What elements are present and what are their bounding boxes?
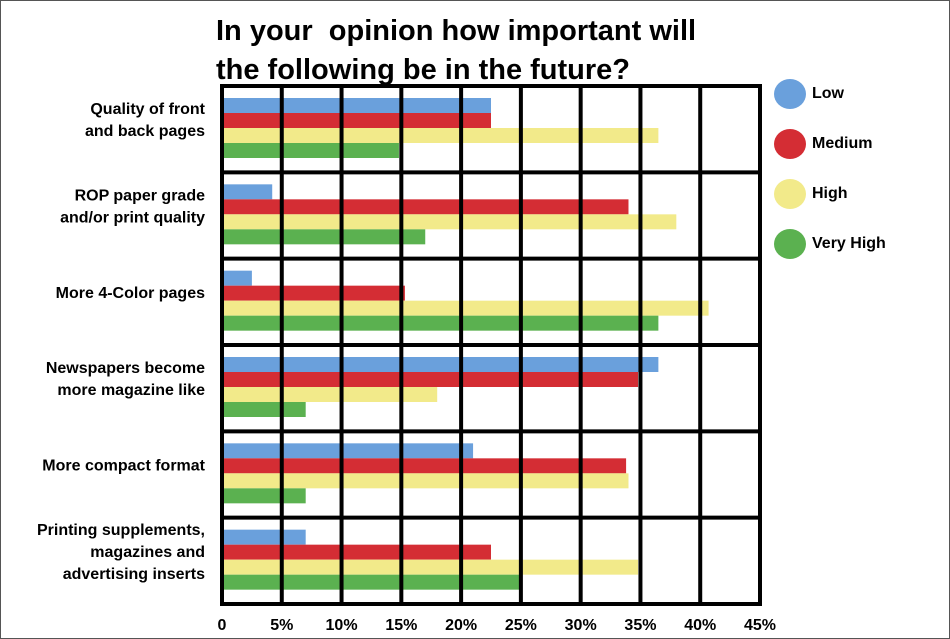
x-tick-label: 35% (624, 617, 656, 634)
x-tick-label: 40% (684, 617, 716, 634)
legend-swatch-high (774, 179, 806, 209)
category-label: More 4-Color pages (56, 285, 205, 302)
legend-swatch-low (774, 79, 806, 109)
bar-medium-1 (222, 113, 491, 128)
category-label: ROP paper grade (75, 188, 206, 205)
bar-medium-2 (222, 199, 629, 215)
category-label: magazines and (90, 544, 205, 561)
bar-very-high-2 (222, 229, 426, 245)
bar-medium-4 (222, 372, 639, 387)
legend-swatch-very-high (774, 229, 806, 259)
category-labels: Quality of front and back pages ROP paper … (37, 101, 206, 583)
category-label: advertising inserts (63, 566, 205, 583)
category-label: Newspapers become (46, 360, 205, 377)
bar-low-6 (222, 529, 306, 545)
chart-title: In your opinion how important will the f… (216, 12, 776, 90)
chart-title-line-2: the following be in the future? (216, 54, 631, 86)
category-label: Quality of front (90, 101, 205, 118)
bar-medium-6 (222, 544, 491, 560)
x-axis-ticks: 0 5% 10% 15% 20% 25% 30% 35% 40% 45% (218, 617, 776, 634)
bar-low-3 (222, 270, 252, 286)
bar-medium-5 (222, 458, 627, 474)
x-tick-label: 45% (744, 617, 776, 634)
legend-label-medium: Medium (812, 135, 872, 152)
chart-title-line-1: In your opinion how important will (216, 15, 697, 47)
bar-high-2 (222, 214, 677, 230)
bars-layer (222, 98, 709, 590)
x-tick-label: 5% (270, 617, 293, 634)
bar-low-5 (222, 443, 474, 459)
x-tick-label: 25% (505, 617, 537, 634)
x-tick-label: 0 (218, 617, 227, 634)
bar-low-2 (222, 184, 273, 200)
x-tick-label: 10% (326, 617, 358, 634)
legend-label-very-high: Very High (812, 235, 886, 252)
category-label: More compact format (42, 458, 205, 475)
bar-high-3 (222, 300, 709, 316)
legend-swatch-medium (774, 129, 806, 159)
bar-very-high-4 (222, 402, 306, 417)
bar-high-6 (222, 559, 639, 575)
grid-layer (220, 84, 762, 606)
bar-low-4 (222, 357, 659, 372)
x-tick-label: 15% (385, 617, 417, 634)
category-label: Printing supplements, (37, 522, 205, 539)
bar-very-high-5 (222, 488, 306, 504)
bar-very-high-1 (222, 143, 399, 158)
legend-label-low: Low (812, 85, 845, 102)
bar-high-4 (222, 387, 438, 402)
category-label: and/or print quality (60, 210, 205, 227)
legend: Low Medium High Very High (774, 79, 886, 259)
bar-very-high-6 (222, 574, 521, 590)
bar-medium-3 (222, 285, 405, 301)
bar-high-5 (222, 473, 629, 489)
category-label: more magazine like (57, 382, 205, 399)
bar-low-1 (222, 98, 491, 113)
bar-very-high-3 (222, 315, 659, 331)
category-label: and back pages (85, 123, 205, 140)
x-tick-label: 30% (565, 617, 597, 634)
x-tick-label: 20% (445, 617, 477, 634)
bar-high-1 (222, 128, 659, 143)
legend-label-high: High (812, 185, 848, 202)
